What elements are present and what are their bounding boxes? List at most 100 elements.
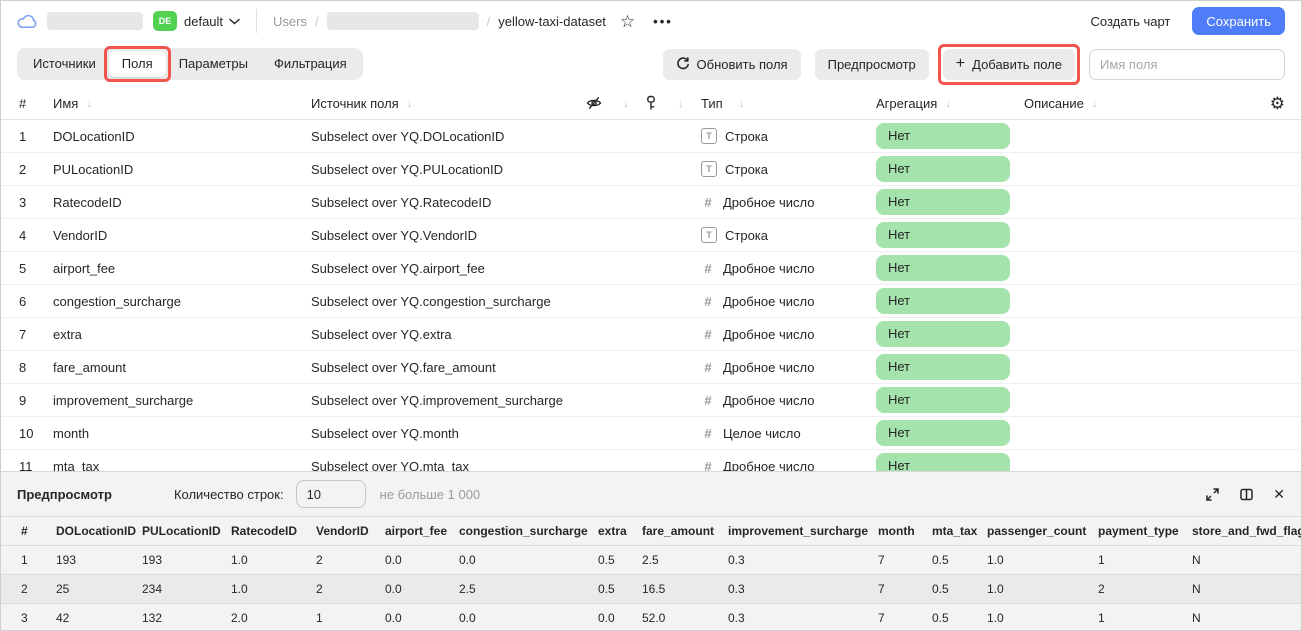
preview-cell: 1 [1098,603,1192,630]
preview-column-header: airport_fee [385,516,459,546]
toolbar: Источники Поля Параметры Фильтрация Обновит… [1,41,1301,87]
field-type-label: Дробное число [723,359,815,375]
folder-selector[interactable]: default [184,14,240,29]
field-type[interactable]: # Дробное число [701,459,876,473]
preview-cell: 1 [1098,545,1192,575]
add-field-button[interactable]: + Добавить поле [942,48,1075,80]
tab-Поля[interactable]: Поля [108,51,166,77]
fields-table-row[interactable]: 1 DOLocationID Subselect over YQ.DOLocatio… [1,120,1301,153]
preview-table-row: 3 42 132 2.0 1 0.0 0.0 0.0 52.0 0.3 7 0.5 1.0 1 N [1,603,1301,630]
header-source[interactable]: Источник поля ↓ [311,96,586,111]
field-type-label: Дробное число [723,458,815,473]
field-type[interactable]: # Дробное число [701,360,876,375]
aggregation-select[interactable]: Нет [876,387,1010,413]
preview-cell: 25 [56,574,142,604]
folder-badge: DE [153,11,177,31]
aggregation-select[interactable]: Нет [876,123,1010,149]
preview-toggle-button[interactable]: Предпросмотр [814,48,929,80]
preview-cell: 0.0 [459,545,598,575]
fields-table-row[interactable]: 7 extra Subselect over YQ.extra # Дробное чи… [1,318,1301,351]
more-actions-icon[interactable]: ••• [653,13,673,29]
preview-column-header: congestion_surcharge [459,516,598,546]
preview-column-header: RatecodeID [231,516,316,546]
fields-table-row[interactable]: 10 month Subselect over YQ.month # Целое чис… [1,417,1301,450]
header-type[interactable]: Тип ↓ [701,96,876,111]
header-name[interactable]: Имя ↓ [53,96,311,111]
preview-cell: 3 [1,603,56,630]
field-type-label: Дробное число [723,392,815,408]
sort-arrow-icon: ↓ [678,96,684,110]
fields-table-row[interactable]: 4 VendorID Subselect over YQ.VendorID T Стро… [1,219,1301,252]
field-source: Subselect over YQ.DOLocationID [311,128,505,144]
header-key[interactable]: ↓ [643,95,701,111]
sort-arrow-icon: ↓ [945,96,952,110]
preview-cell: 1.0 [987,603,1098,630]
aggregation-select[interactable]: Нет [876,420,1010,446]
aggregation-select[interactable]: Нет [876,321,1010,347]
preview-title: Предпросмотр [17,486,112,502]
field-row-number: 6 [19,293,27,309]
preview-cell: 1.0 [987,545,1098,575]
preview-cell: 0.0 [385,574,459,604]
fields-table-row[interactable]: 11 mta_tax Subselect over YQ.mta_tax # Дробн… [1,450,1301,472]
preview-column-header: PULocationID [142,516,231,546]
field-type[interactable]: # Дробное число [701,327,876,342]
annotated-tab-wrap: Поля [103,46,171,82]
field-type[interactable]: # Целое число [701,426,876,441]
field-type[interactable]: # Дробное число [701,393,876,408]
fields-table-row[interactable]: 5 airport_fee Subselect over YQ.airport_fe… [1,252,1301,285]
preview-column-header: fare_amount [642,516,728,546]
create-chart-button[interactable]: Создать чарт [1090,13,1171,29]
field-type[interactable]: # Дробное число [701,294,876,309]
fields-table-body: 1 DOLocationID Subselect over YQ.DOLocatio… [1,120,1301,472]
row-count-input[interactable] [295,480,366,508]
field-type[interactable]: # Дробное число [701,195,876,210]
field-source: Subselect over YQ.extra [311,326,452,342]
aggregation-select[interactable]: Нет [876,354,1010,380]
number-type-icon: # [704,458,712,473]
fields-table-row[interactable]: 6 congestion_surcharge Subselect over YQ.c… [1,285,1301,318]
preview-cell: 0.3 [728,545,878,575]
field-type[interactable]: T Строка [701,161,876,177]
fields-table-row[interactable]: 2 PULocationID Subselect over YQ.PULocatio… [1,153,1301,186]
topbar: DE default Users / / yellow-taxi-dataset… [1,1,1301,41]
field-name-search-input[interactable] [1089,48,1285,80]
field-source: Subselect over YQ.improvement_surcharge [311,392,563,408]
refresh-fields-button[interactable]: Обновить поля [662,48,801,80]
preview-cell: 42 [56,603,142,630]
field-type[interactable]: T Строка [701,227,876,243]
tab-Источники[interactable]: Источники [33,56,96,71]
aggregation-select[interactable]: Нет [876,453,1010,472]
header-aggregation[interactable]: Агрегация ↓ [876,96,1024,111]
header-hidden[interactable]: ↓ [586,95,643,111]
preview-cell: 2.0 [231,603,316,630]
breadcrumb-users[interactable]: Users [273,13,307,29]
aggregation-select[interactable]: Нет [876,255,1010,281]
tab-Параметры[interactable]: Параметры [178,56,248,71]
field-type[interactable]: # Дробное число [701,261,876,276]
field-name: RatecodeID [53,194,122,210]
close-icon[interactable]: ✕ [1273,486,1285,502]
redacted-cloud-name [47,12,143,30]
header-description[interactable]: Описание ↓ [1024,96,1257,111]
save-button[interactable]: Сохранить [1192,7,1285,35]
expand-icon[interactable] [1205,487,1220,502]
fields-table-row[interactable]: 9 improvement_surcharge Subselect over YQ.… [1,384,1301,417]
aggregation-select[interactable]: Нет [876,189,1010,215]
field-type[interactable]: T Строка [701,128,876,144]
number-type-icon: # [704,425,712,441]
gear-icon[interactable]: ⚙ [1269,93,1285,113]
dock-side-icon[interactable] [1239,487,1254,502]
aggregation-select[interactable]: Нет [876,288,1010,314]
tab-Фильтрация[interactable]: Фильтрация [274,56,347,71]
favorite-star-icon[interactable]: ☆ [619,11,636,31]
sort-arrow-icon: ↓ [1091,96,1098,110]
preview-cell: 2 [1098,574,1192,604]
fields-table-row[interactable]: 8 fare_amount Subselect over YQ.fare_amoun… [1,351,1301,384]
preview-column-header: # [1,516,56,546]
fields-table-row[interactable]: 3 RatecodeID Subselect over YQ.RatecodeID #… [1,186,1301,219]
aggregation-select[interactable]: Нет [876,156,1010,182]
aggregation-select[interactable]: Нет [876,222,1010,248]
preview-cell: N [1192,574,1301,604]
preview-panel: Предпросмотр Количество строк: не больше… [1,471,1301,630]
